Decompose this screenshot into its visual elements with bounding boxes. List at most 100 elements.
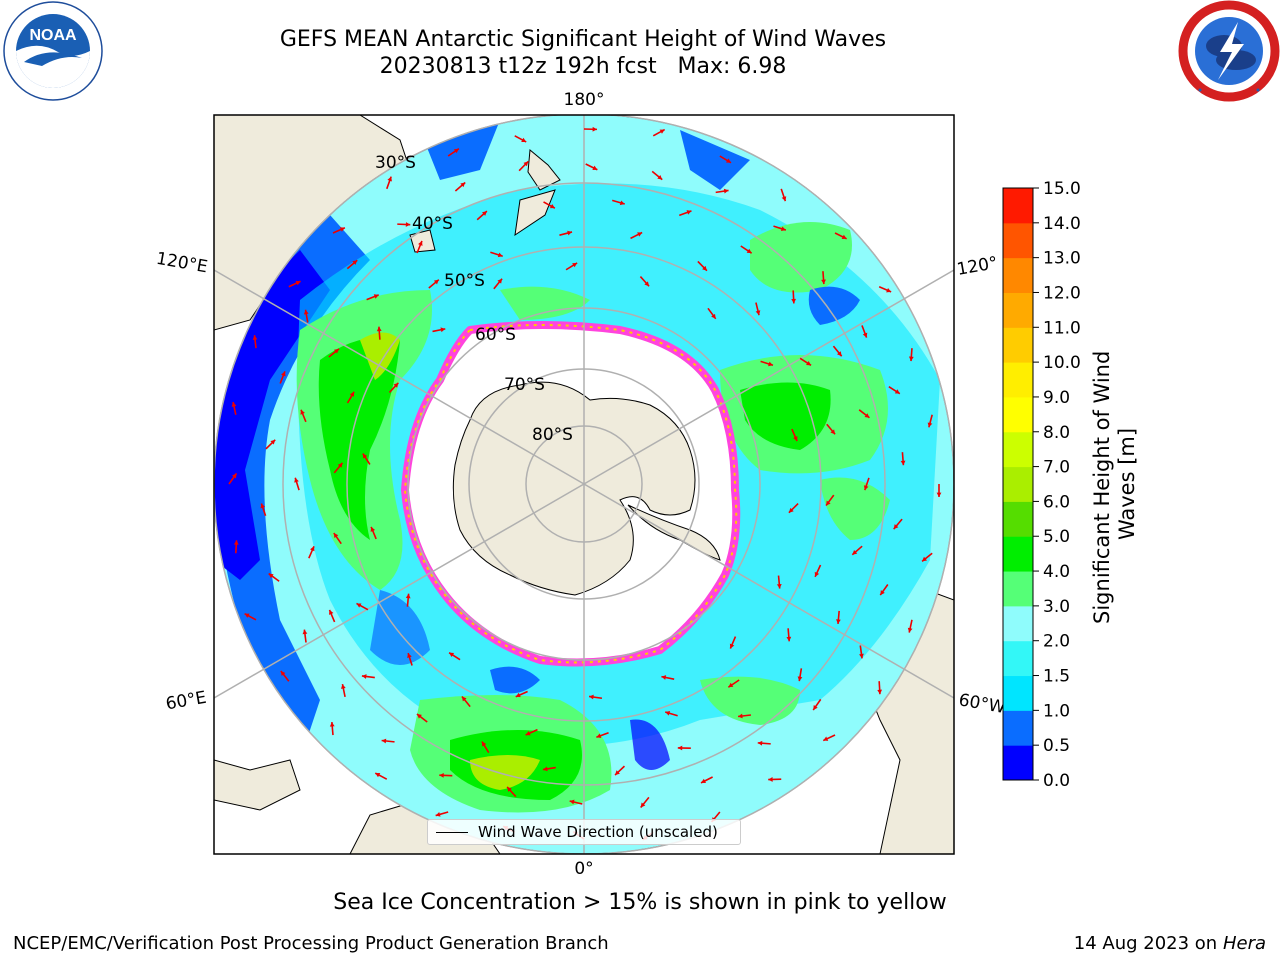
wave-direction-arrowhead — [619, 200, 625, 206]
wave-direction-arrowhead — [515, 692, 521, 698]
map-legend: Wind Wave Direction (unscaled) — [427, 819, 741, 845]
wave-direction-arrowhead — [381, 738, 387, 744]
colorbar-tick-label: 5.0 — [1043, 527, 1070, 547]
wave-direction-arrowhead — [894, 389, 900, 394]
colorbar-title-line1: Significant Height of Wind — [1090, 351, 1114, 624]
wave-direction-arrowhead — [589, 694, 594, 700]
wave-direction-arrowhead — [356, 603, 362, 608]
noaa-logo-text: NOAA — [29, 27, 77, 44]
legend-label: Wind Wave Direction (unscaled) — [478, 823, 718, 841]
colorbar-tick-label: 10.0 — [1043, 353, 1081, 373]
wave-direction-arrowhead — [677, 745, 683, 751]
wave-direction-arrowhead — [523, 161, 529, 167]
wave-direction-arrowhead — [837, 351, 842, 357]
colorbar-band — [1003, 640, 1033, 677]
wave-direction-arrowhead — [244, 613, 250, 618]
wave-direction-arrowhead — [572, 262, 578, 268]
wave-direction-arrowhead — [776, 583, 782, 589]
colorbar-tick-label: 15.0 — [1043, 180, 1081, 199]
wave-direction-arrowhead — [370, 526, 376, 532]
wave-direction-arrowhead — [303, 309, 309, 315]
lat-label-50s: 50°S — [444, 271, 485, 291]
colorbar-tick-label: 0.0 — [1043, 771, 1070, 791]
wave-direction-arrowhead — [449, 652, 455, 658]
wave-direction-arrowhead — [268, 573, 274, 579]
colorbar-band — [1003, 571, 1033, 607]
nws-logo — [1178, 0, 1280, 102]
wave-direction-arrowhead — [781, 196, 787, 202]
colorbar-title-line2: Waves [m] — [1115, 428, 1139, 540]
wave-direction-arrowhead — [433, 279, 439, 285]
credit-left: NCEP/EMC/Verification Post Processing Pr… — [13, 933, 609, 954]
wave-direction-arrowhead — [927, 422, 933, 428]
colorbar-band — [1003, 257, 1033, 293]
wave-direction-arrowhead — [439, 772, 444, 778]
wave-direction-arrowhead — [373, 294, 379, 299]
wave-direction-arrowhead — [507, 786, 512, 792]
lon-label-0: 0° — [574, 859, 593, 879]
wave-direction-arrowhead — [702, 265, 707, 271]
wave-direction-arrowhead — [521, 137, 527, 143]
wave-direction-arrowhead — [592, 126, 597, 132]
wave-direction-arrowhead — [768, 777, 773, 782]
wave-direction-arrowhead — [352, 260, 358, 265]
wave-direction-arrowhead — [482, 211, 487, 216]
wind-wave-arrows — [228, 126, 942, 841]
wave-direction-arrowhead — [460, 182, 466, 188]
lon-label-180: 180° — [564, 90, 605, 110]
wave-direction-arrowhead — [814, 571, 820, 577]
wave-direction-arrowhead — [793, 436, 798, 442]
wave-direction-arrowhead — [281, 371, 286, 377]
wave-direction-arrowhead — [294, 477, 299, 483]
colorbar-tick-label: 0.5 — [1043, 736, 1070, 756]
wave-direction-arrowhead — [830, 429, 836, 435]
colorbar-tick-label: 8.0 — [1043, 423, 1070, 443]
colorbar-tick-label: 1.5 — [1043, 667, 1070, 687]
sea-ice-note: Sea Ice Concentration > 15% is shown in … — [333, 890, 947, 915]
legend-line-sample — [436, 832, 468, 833]
wave-direction-arrowhead — [416, 714, 422, 719]
wave-direction-arrowhead — [405, 593, 411, 599]
wave-direction-arrowhead — [823, 736, 829, 741]
wave-direction-arrowhead — [592, 165, 598, 170]
wave-direction-arrowhead — [405, 222, 411, 227]
wave-direction-arrowhead — [334, 348, 339, 354]
wave-direction-arrowhead — [788, 507, 794, 513]
wave-direction-arrowhead — [596, 733, 602, 739]
wave-direction-arrowhead — [339, 227, 345, 232]
wave-direction-arrowhead — [333, 533, 339, 539]
wave-direction-arrowhead — [755, 310, 761, 316]
wave-direction-arrowhead — [768, 361, 773, 367]
wave-direction-arrowhead — [813, 705, 818, 711]
lat-label-60s: 60°S — [475, 325, 516, 345]
wave-direction-arrowhead — [329, 722, 335, 727]
wave-direction-arrowhead — [376, 326, 382, 332]
wave-direction-arrowhead — [780, 226, 786, 232]
colorbar-tick-label: 2.0 — [1043, 632, 1070, 652]
colorbar-band — [1003, 466, 1033, 502]
wave-direction-arrowhead — [252, 335, 258, 340]
wave-direction-arrowhead — [936, 492, 942, 497]
wave-direction-arrowhead — [361, 674, 367, 679]
colorbar-tick-label: 12.0 — [1043, 283, 1081, 303]
wave-direction-arrowhead — [841, 234, 847, 239]
wave-direction-arrowhead — [893, 524, 899, 530]
wave-direction-arrowhead — [549, 203, 555, 209]
wave-direction-arrowhead — [835, 619, 841, 624]
wave-direction-arrowhead — [826, 500, 831, 506]
wave-direction-arrowhead — [329, 609, 334, 615]
colorbar-band — [1003, 501, 1033, 537]
colorbar-tick-label: 9.0 — [1043, 388, 1070, 408]
colorbar-band — [1003, 675, 1033, 711]
colorbar-tick-label: 6.0 — [1043, 492, 1070, 512]
wave-direction-arrowhead — [637, 232, 643, 237]
wave-direction-arrowhead — [260, 503, 266, 509]
wave-direction-arrowhead — [567, 230, 573, 236]
wave-direction-arrowhead — [728, 682, 734, 688]
wave-direction-arrowhead — [908, 356, 914, 362]
colorbar-frame — [1002, 187, 1034, 781]
wave-direction-arrowhead — [310, 546, 315, 552]
wave-direction-arrowhead — [435, 812, 441, 817]
wave-direction-arrowhead — [302, 629, 308, 635]
